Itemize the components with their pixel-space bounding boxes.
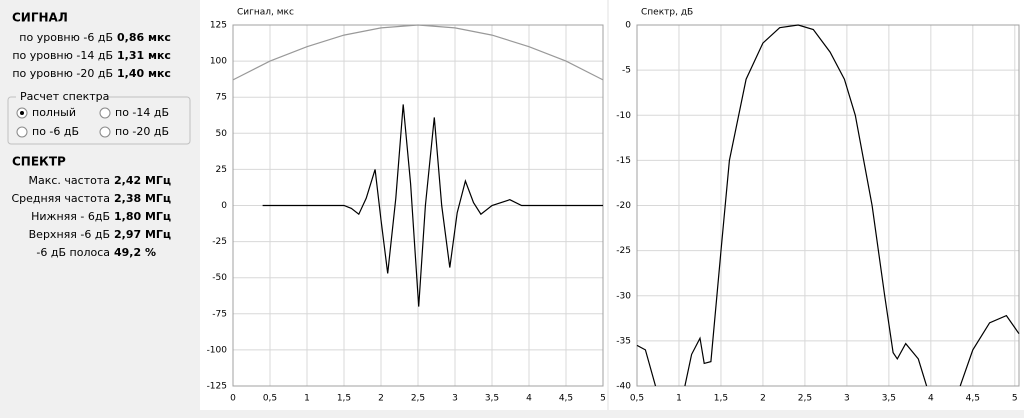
x-tick-label: 4 (526, 394, 532, 404)
x-tick-label: 3 (452, 394, 458, 404)
x-tick-label: 1 (304, 394, 310, 404)
x-tick-label: 5 (600, 394, 606, 404)
y-tick-label: -100 (207, 345, 228, 355)
row-label: по уровню -14 дБ (12, 49, 113, 62)
y-tick-label: -75 (212, 309, 227, 319)
y-tick-label: -125 (207, 382, 227, 392)
row-value: 2,97 МГц (114, 228, 171, 241)
y-tick-label: -40 (616, 382, 631, 392)
row-value: 1,80 МГц (114, 210, 171, 223)
group-title-bg (16, 90, 108, 104)
row-label: по уровню -6 дБ (19, 31, 113, 44)
row-label: по уровню -20 дБ (12, 67, 113, 80)
x-tick-label: 0,5 (263, 394, 277, 404)
x-tick-label: 1 (676, 394, 682, 404)
y-tick-label: -5 (622, 66, 631, 76)
row-value: 1,40 мкс (117, 67, 171, 80)
side-panel (0, 0, 200, 414)
y-tick-label: 0 (625, 21, 631, 31)
y-tick-label: -50 (212, 273, 227, 283)
y-tick-label: -35 (616, 336, 631, 346)
chart-title: Спектр, дБ (641, 8, 693, 18)
section-title: СПЕКТР (12, 155, 66, 169)
x-tick-label: 3,5 (882, 394, 896, 404)
data-line (636, 24, 1020, 387)
y-tick-label: 100 (210, 57, 227, 67)
radio-label[interactable]: полный (32, 106, 76, 119)
y-tick-label: 25 (216, 165, 227, 175)
x-tick-label: 4,5 (559, 394, 573, 404)
y-tick-label: -10 (616, 111, 631, 121)
y-tick-label: -25 (212, 237, 227, 247)
row-value: 49,2 % (114, 246, 156, 259)
row-value: 2,42 МГц (114, 174, 171, 187)
row-label: Средняя частота (11, 192, 110, 205)
x-tick-label: 2,5 (798, 394, 812, 404)
data-line (262, 104, 603, 307)
y-tick-label: 0 (221, 201, 227, 211)
row-label: Макс. частота (29, 174, 111, 187)
row-value: 2,38 МГц (114, 192, 171, 205)
x-tick-label: 4 (928, 394, 934, 404)
x-tick-label: 1,5 (337, 394, 351, 404)
radio-button[interactable] (16, 126, 28, 138)
y-tick-label: 125 (210, 21, 227, 31)
y-tick-label: 75 (216, 93, 227, 103)
row-label: Верхняя -6 дБ (29, 228, 110, 241)
row-value: 0,86 мкс (117, 31, 171, 44)
radio-button[interactable] (99, 126, 111, 138)
x-tick-label: 3,5 (485, 394, 499, 404)
x-tick-label: 5 (1012, 394, 1018, 404)
y-tick-label: -30 (616, 291, 631, 301)
row-label: -6 дБ полоса (36, 246, 110, 259)
x-tick-label: 0,5 (630, 394, 644, 404)
x-tick-label: 1,5 (714, 394, 728, 404)
y-tick-label: -25 (616, 246, 631, 256)
row-label: Нижняя - 6дБ (31, 210, 110, 223)
chart-title: Сигнал, мкс (237, 8, 294, 18)
y-tick-label: 50 (216, 129, 228, 139)
plot-frame (636, 24, 1020, 387)
group-title: Расчет спектра (20, 90, 109, 103)
y-tick-label: -15 (616, 156, 631, 166)
x-tick-label: 0 (230, 394, 236, 404)
y-tick-label: -20 (616, 201, 631, 211)
section-title: СИГНАЛ (12, 11, 68, 25)
x-tick-label: 4,5 (966, 394, 980, 404)
radio-dot (20, 111, 24, 115)
radio-label[interactable]: по -14 дБ (115, 106, 169, 119)
data-line (232, 24, 604, 81)
x-tick-label: 2,5 (411, 394, 425, 404)
x-tick-label: 2 (378, 394, 384, 404)
radio-label[interactable]: по -20 дБ (115, 125, 169, 138)
x-tick-label: 2 (760, 394, 766, 404)
row-value: 1,31 мкс (117, 49, 171, 62)
x-tick-label: 3 (844, 394, 850, 404)
radio-button[interactable] (99, 107, 111, 119)
radio-label[interactable]: по -6 дБ (32, 125, 79, 138)
